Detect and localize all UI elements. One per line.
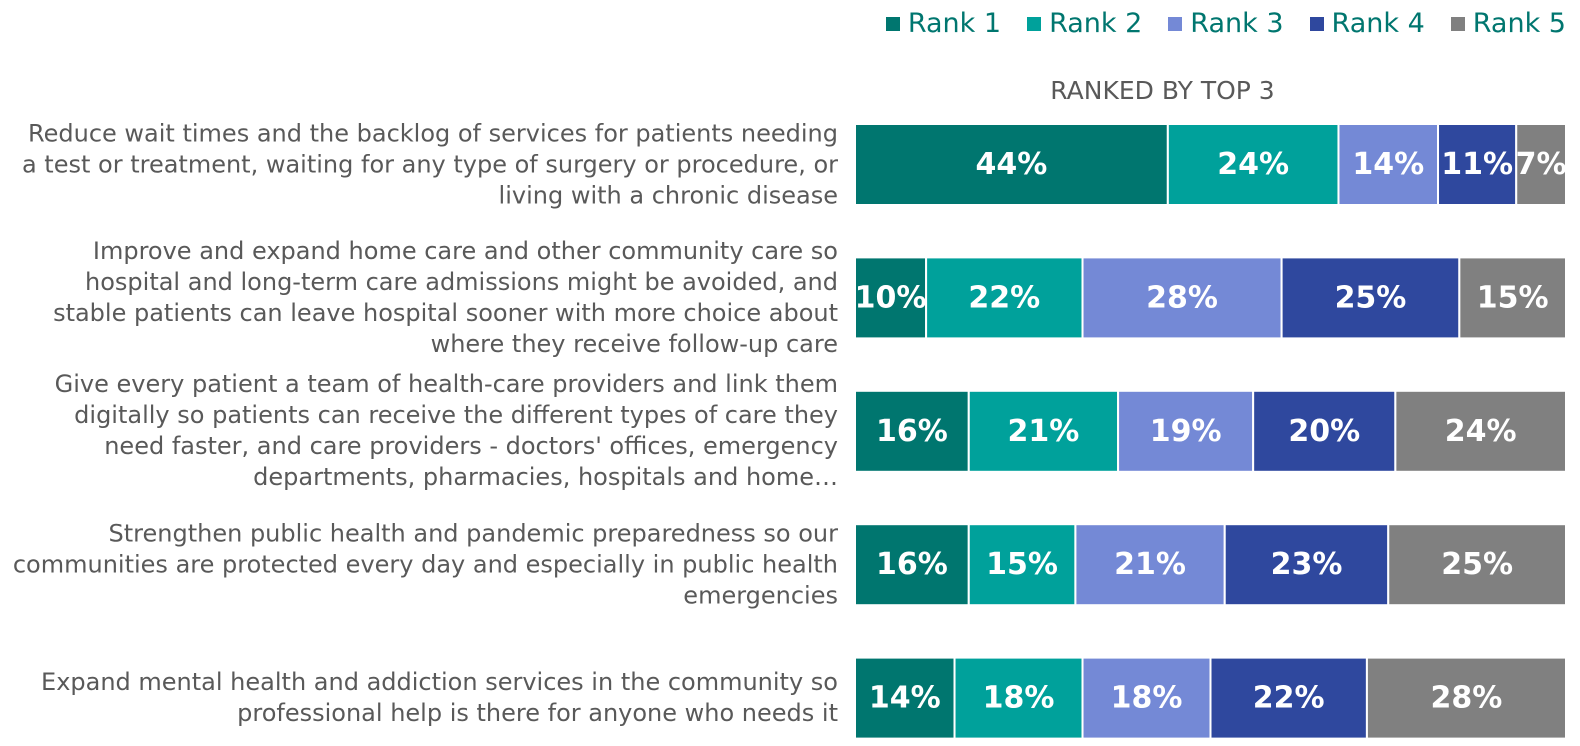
data-label: 14%	[1352, 147, 1424, 182]
data-label: 19%	[1150, 414, 1222, 449]
bar-segment	[953, 656, 1084, 740]
data-label: 25%	[1441, 547, 1513, 582]
data-label: 22%	[968, 280, 1040, 315]
bar-segment	[1515, 123, 1567, 206]
data-label: 10%	[855, 280, 927, 315]
category-label: Give every patient a team of health-care…	[54, 370, 838, 492]
legend-item: Rank 3	[1168, 8, 1284, 39]
legend-swatch	[1309, 16, 1324, 31]
data-label: 16%	[876, 414, 948, 449]
data-label: 24%	[1445, 414, 1517, 449]
data-label: 7%	[1516, 147, 1567, 182]
legend-item: Rank 1	[885, 8, 1002, 39]
data-label: 28%	[1146, 280, 1218, 315]
legend-item: Rank 4	[1309, 8, 1425, 39]
bar-segment	[1081, 256, 1283, 340]
legend-swatch	[1027, 16, 1042, 31]
data-label: 16%	[876, 547, 948, 582]
data-label: 25%	[1335, 280, 1407, 315]
bar-segment	[854, 123, 1169, 206]
data-label: 24%	[1217, 147, 1289, 182]
legend-label: Rank 1	[907, 8, 1002, 39]
bar-segment	[1081, 656, 1212, 740]
bar-segment	[1074, 523, 1226, 607]
data-label: 15%	[986, 547, 1058, 582]
bar-segment	[1223, 523, 1390, 607]
data-label: 22%	[1253, 681, 1325, 716]
data-label: 21%	[1114, 547, 1186, 582]
data-label: 18%	[1111, 681, 1183, 716]
legend-label: Rank 3	[1190, 8, 1284, 39]
legend-label: Rank 5	[1472, 8, 1566, 39]
data-label: 14%	[869, 681, 941, 716]
bar-segment	[1437, 123, 1518, 206]
bar-segment	[1280, 256, 1461, 340]
bar-segment	[854, 523, 970, 607]
legend-swatch	[885, 16, 900, 31]
legend-item: Rank 2	[1027, 8, 1142, 39]
category-label: Expand mental health and addiction servi…	[41, 668, 838, 728]
category-label: Improve and expand home care and other c…	[53, 236, 838, 358]
category-label: Strengthen public health and pandemic pr…	[12, 519, 838, 610]
data-label: 11%	[1441, 147, 1513, 182]
legend-item: Rank 5	[1450, 8, 1566, 39]
legend-label: Rank 2	[1049, 8, 1143, 39]
data-label: 15%	[1477, 280, 1549, 315]
bar-segment	[854, 656, 956, 740]
bar-segment	[925, 256, 1084, 340]
data-label: 44%	[976, 147, 1048, 182]
data-label: 21%	[1008, 414, 1080, 449]
bar-segment	[967, 389, 1120, 473]
subtitle: RANKED BY TOP 3	[1050, 76, 1275, 105]
bar-segment	[1458, 256, 1567, 340]
data-label: 23%	[1271, 547, 1343, 582]
bar-segment	[1337, 123, 1440, 206]
data-label: 20%	[1288, 414, 1360, 449]
legend: Rank 1 Rank 2 Rank 3 Rank 4 Rank 5	[885, 8, 1566, 39]
data-label: 18%	[983, 681, 1055, 716]
bar-segment	[1387, 523, 1567, 607]
data-label: 28%	[1431, 681, 1503, 716]
legend-swatch	[1450, 16, 1465, 31]
bar-segment	[854, 256, 928, 340]
bar-segment	[1117, 389, 1255, 473]
category-label: Reduce wait times and the backlog of ser…	[21, 119, 838, 209]
bar-segment	[1166, 123, 1340, 206]
bar-segment	[1209, 656, 1368, 740]
bar-segment	[1394, 389, 1567, 473]
legend-label: Rank 4	[1331, 8, 1425, 39]
bar-segment	[1365, 656, 1568, 740]
legend-swatch	[1168, 16, 1183, 31]
bar-segment	[1252, 389, 1397, 473]
